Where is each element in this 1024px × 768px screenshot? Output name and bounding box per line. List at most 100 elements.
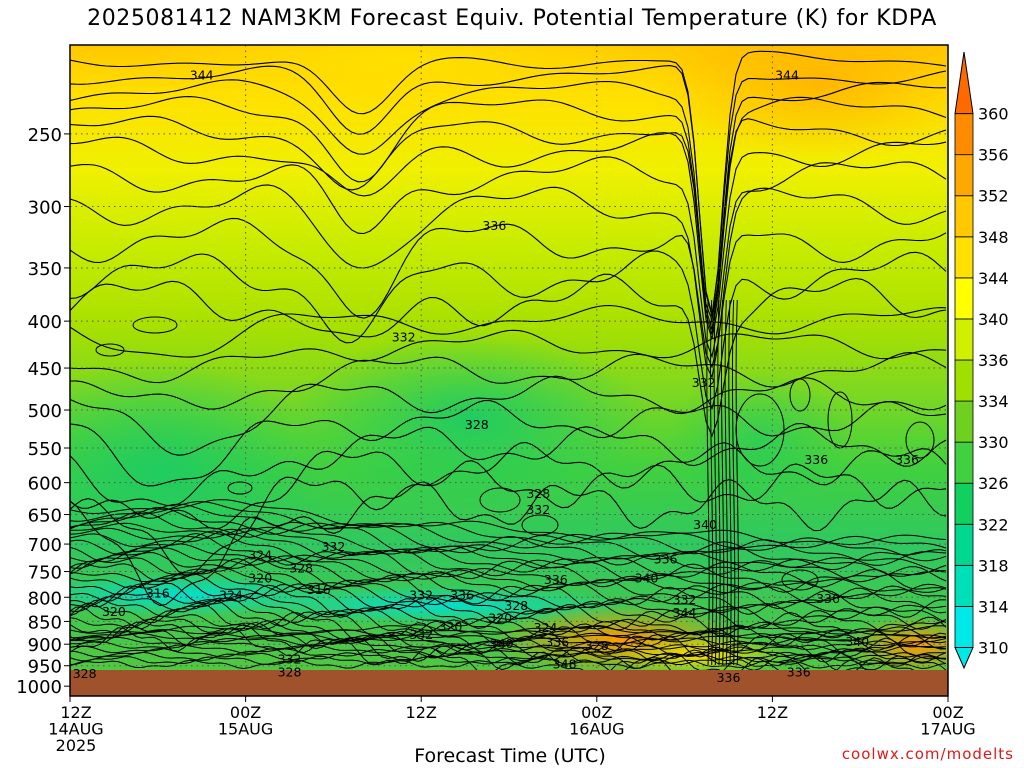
contour-line <box>70 50 947 317</box>
contour-lines <box>70 50 947 670</box>
y-tick-label: 1000 <box>16 677 62 698</box>
contour-line <box>70 79 947 330</box>
contour-label: 344 <box>775 68 799 83</box>
x-tick-label: 00Z <box>581 703 612 722</box>
y-tick-label: 900 <box>28 635 62 656</box>
contour-line <box>731 299 736 666</box>
contour-label: 340 <box>490 636 514 651</box>
colorbar-arrow-bottom <box>954 646 974 670</box>
contour-line <box>70 503 947 562</box>
contour-label: 320 <box>102 604 126 619</box>
contour-label: 336 <box>654 552 678 567</box>
contour-closed <box>905 421 935 459</box>
colorbar-segment <box>954 195 974 238</box>
contour-label: 328 <box>73 666 97 681</box>
colorbar-label: 322 <box>978 515 1009 534</box>
contour-label: 332 <box>409 627 433 642</box>
colorbar-segment <box>954 606 974 648</box>
contour-closed <box>227 481 253 495</box>
x-tick-label: 12Z <box>406 703 437 722</box>
colorbar-segment <box>954 318 974 361</box>
contour-line <box>70 659 947 670</box>
contour-line <box>70 65 947 315</box>
contour-line <box>70 501 947 549</box>
contour-label: 332 <box>321 539 345 554</box>
contour-label: 324 <box>534 620 558 635</box>
contour-line <box>70 582 947 641</box>
contour-label: 328 <box>278 664 302 679</box>
colorbar-label: 348 <box>978 228 1009 247</box>
contour-label: 340 <box>635 570 659 585</box>
contour-line <box>70 304 947 358</box>
y-tick-label: 750 <box>28 563 62 584</box>
contour-label: 324 <box>219 587 243 602</box>
contour-line <box>70 567 947 616</box>
contour-line <box>724 299 728 666</box>
contour-label: 336 <box>717 670 741 685</box>
colorbar: 310 314 318 322 326 330 334 336 340 344 348 352 356 3… <box>954 51 1009 670</box>
contour-line <box>70 624 915 670</box>
contour-line <box>70 573 947 630</box>
field-region-upper-left <box>140 45 660 115</box>
contour-line <box>70 543 947 593</box>
contour-line <box>70 532 947 593</box>
chart-title: 2025081412 NAM3KM Forecast Equiv. Potent… <box>87 6 937 31</box>
colorbar-segment <box>954 154 974 197</box>
contour-line <box>70 647 947 658</box>
contour-line <box>70 626 867 670</box>
contour-label: 328 <box>465 417 489 432</box>
contour-label: 320 <box>488 611 512 626</box>
field-region-upper-right <box>650 45 948 160</box>
contour-label: 328 <box>289 560 313 575</box>
contour-line <box>70 217 947 369</box>
contour-line <box>717 299 721 666</box>
contour-line <box>70 250 947 411</box>
contour-line <box>70 528 947 583</box>
contour-line <box>70 422 947 507</box>
contour-line <box>70 655 947 666</box>
plot-area <box>70 45 948 670</box>
colorbar-segment <box>954 441 974 484</box>
colorbar-label: 318 <box>978 556 1009 575</box>
contour-line <box>70 460 947 576</box>
x-tick-label: 16AUG <box>569 720 624 739</box>
y-tick-label: 350 <box>28 259 62 280</box>
contour-line <box>70 530 947 588</box>
y-tick-label: 400 <box>28 312 62 333</box>
contour-line <box>70 329 947 384</box>
colorbar-label: 334 <box>978 392 1009 411</box>
colorbar-label: 310 <box>978 638 1009 657</box>
y-tick-label: 700 <box>28 535 62 556</box>
colorbar-label: 344 <box>978 269 1009 288</box>
contour-closed <box>479 487 521 513</box>
contour-line <box>70 625 947 635</box>
credit-link[interactable]: coolwx.com/modelts <box>841 745 1014 763</box>
ground-strip <box>70 670 948 696</box>
y-tick-label: 250 <box>28 125 62 146</box>
contour-line <box>70 506 947 566</box>
colorbar-label: 340 <box>978 310 1009 329</box>
contour-label: 332 <box>673 592 697 607</box>
y-tick-label: 800 <box>28 588 62 609</box>
contour-label: 328 <box>504 598 528 613</box>
colorbar-arrow-top <box>954 51 974 115</box>
contour-closed <box>95 343 125 357</box>
contour-label: 336 <box>482 218 506 233</box>
contour-line <box>710 299 714 666</box>
y-tick-label: 450 <box>28 359 62 380</box>
contour-label: 328 <box>585 638 609 653</box>
contour-label: 344 <box>673 605 697 620</box>
contour-label: 332 <box>278 651 302 666</box>
contour-line <box>70 636 947 647</box>
x-tick-label: 17AUG <box>920 720 975 739</box>
colorbar-segment <box>954 482 974 525</box>
x-tick-label: 12Z <box>757 703 788 722</box>
contour-label: 348 <box>553 656 577 671</box>
contour-line <box>706 299 710 666</box>
colorbar-segment <box>954 400 974 443</box>
contour-label: 320 <box>439 619 463 634</box>
contour-label: 320 <box>248 570 272 585</box>
contour-line <box>70 375 947 456</box>
